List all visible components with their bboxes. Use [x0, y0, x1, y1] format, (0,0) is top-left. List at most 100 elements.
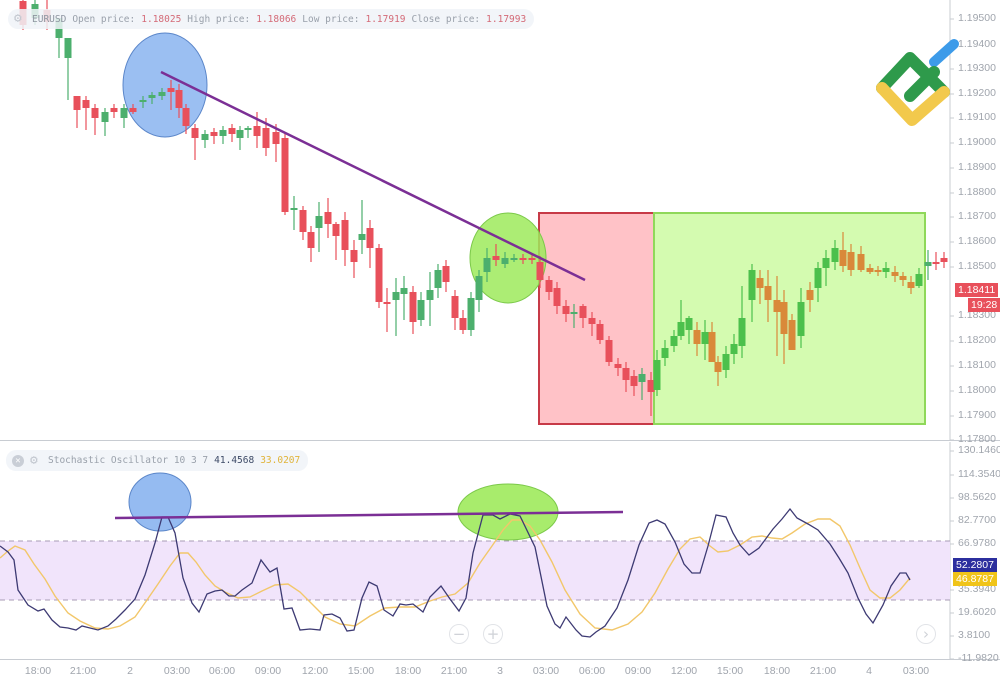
- candle-body: [366, 228, 374, 248]
- candle: [588, 312, 596, 336]
- candle-body: [822, 258, 830, 268]
- time-tick-label: 12:00: [670, 665, 698, 677]
- candle-body: [158, 92, 166, 96]
- candle: [866, 264, 874, 274]
- candle: [847, 244, 855, 276]
- candle: [483, 248, 491, 282]
- candle-body: [940, 258, 948, 262]
- osc-tick-label: 19.6020: [958, 606, 996, 618]
- candle: [451, 290, 459, 330]
- time-tick-label: 21:00: [440, 665, 468, 677]
- candle: [210, 128, 218, 144]
- candle-body: [400, 288, 408, 294]
- candle: [64, 38, 72, 100]
- candle: [467, 292, 475, 336]
- time-tick-label: 15:00: [347, 665, 375, 677]
- candle: [228, 124, 236, 142]
- candle: [822, 250, 830, 286]
- osc-tick-label: 35.3940: [958, 583, 996, 595]
- high-value: 1.18066: [256, 13, 297, 25]
- candle-body: [483, 258, 491, 272]
- time-tick-label: 15:00: [716, 665, 744, 677]
- candle: [940, 252, 948, 268]
- candle: [358, 200, 366, 254]
- zoom-in-button[interactable]: +: [483, 624, 503, 644]
- candle: [409, 286, 417, 334]
- remove-indicator-icon[interactable]: ✕: [12, 454, 24, 467]
- candle-body: [831, 248, 839, 262]
- green-zone-rect: [653, 212, 926, 425]
- blue-highlight-ellipse: [122, 32, 208, 138]
- candle-body: [281, 138, 289, 212]
- candle: [653, 350, 661, 396]
- candle: [324, 198, 332, 238]
- candle-body: [924, 262, 932, 266]
- scroll-right-button[interactable]: ›: [916, 624, 936, 644]
- current-price-tag: 1.18411: [955, 283, 999, 297]
- candle: [272, 124, 280, 162]
- k-value: 41.4568: [214, 455, 255, 466]
- candle-body: [459, 318, 467, 330]
- candle-body: [866, 268, 874, 272]
- candle-body: [120, 108, 128, 118]
- candlestick-chart[interactable]: [0, 0, 1000, 441]
- candle-body: [375, 248, 383, 302]
- candle: [417, 292, 425, 326]
- candle-body: [201, 134, 209, 140]
- candle-body: [579, 306, 587, 318]
- candle: [839, 232, 847, 272]
- candle: [110, 104, 118, 118]
- candle-body: [653, 360, 661, 390]
- high-label: High price:: [187, 13, 251, 25]
- candle: [622, 362, 630, 392]
- osc-trendline: [114, 510, 624, 520]
- symbol-ohlc-legend: ⚙ EURUSD Open price: 1.18025 High price:…: [8, 9, 535, 29]
- candle-body: [332, 224, 340, 236]
- low-label: Low price:: [302, 13, 360, 25]
- oscillator-pane[interactable]: ✕ ⚙ Stochastic Oscillator 10 3 7 41.4568…: [0, 442, 1000, 660]
- candle: [392, 278, 400, 336]
- time-tick-label: 03:00: [163, 665, 191, 677]
- close-value: 1.17993: [486, 13, 527, 25]
- candle: [299, 206, 307, 240]
- time-tick-label: 18:00: [24, 665, 52, 677]
- price-chart-pane[interactable]: ⚙ EURUSD Open price: 1.18025 High price:…: [0, 0, 1000, 445]
- candle: [670, 330, 678, 352]
- candle-body: [685, 318, 693, 330]
- osc-tick-label: 114.3540: [958, 468, 1000, 480]
- candle: [806, 282, 814, 312]
- candle: [519, 254, 527, 264]
- candle: [899, 272, 907, 286]
- candle: [375, 244, 383, 308]
- candle-body: [630, 376, 638, 386]
- candle: [748, 264, 756, 322]
- k-value-tag: 52.2807: [953, 558, 997, 572]
- gear-icon[interactable]: ⚙: [14, 11, 22, 26]
- candle: [814, 262, 822, 302]
- open-value: 1.18025: [141, 13, 182, 25]
- bar-countdown-tag: 19:28: [968, 298, 1000, 312]
- indicator-name: Stochastic Oscillator 10 3 7: [48, 455, 209, 466]
- candle-body: [272, 132, 280, 144]
- candle: [730, 334, 738, 364]
- candle: [341, 212, 349, 266]
- time-tick-label: 18:00: [394, 665, 422, 677]
- candle: [528, 254, 536, 264]
- candle-body: [764, 286, 772, 300]
- time-tick-label: 09:00: [624, 665, 652, 677]
- osc-tick-label: 82.7700: [958, 514, 996, 526]
- zoom-out-button[interactable]: −: [449, 624, 469, 644]
- candle-body: [814, 268, 822, 288]
- candle: [236, 126, 244, 150]
- candle-body: [588, 318, 596, 324]
- gear-icon[interactable]: ⚙: [30, 452, 38, 468]
- stochastic-chart[interactable]: [0, 442, 1000, 660]
- candle: [139, 96, 147, 108]
- candle: [891, 266, 899, 282]
- candle-body: [110, 108, 118, 112]
- candle-body: [722, 354, 730, 370]
- candle-body: [638, 374, 646, 382]
- candle-body: [341, 220, 349, 250]
- candle-body: [519, 258, 527, 260]
- candle-body: [492, 256, 500, 260]
